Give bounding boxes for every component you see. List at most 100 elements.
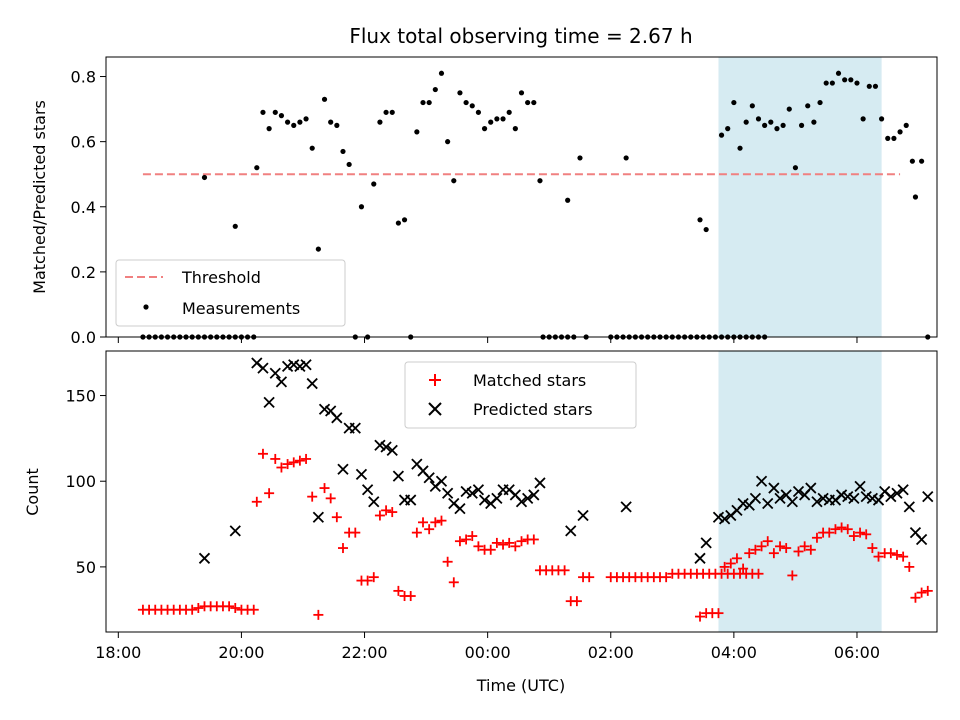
predicted-star-point — [349, 422, 361, 434]
top-y-axis-label: Matched/Predicted stars — [30, 100, 49, 294]
measurement-point — [762, 122, 768, 128]
matched-star-point — [775, 541, 786, 552]
x-tick-label: 04:00 — [711, 643, 757, 662]
bottom-legend: Matched stars Predicted stars — [404, 361, 637, 429]
measurement-point — [768, 119, 774, 125]
matched-star-point — [811, 532, 822, 543]
measurement-point — [872, 83, 879, 89]
measurement-point — [903, 122, 909, 128]
measurement-point — [854, 80, 860, 86]
predicted-star-point — [361, 484, 374, 496]
predicted-star-point — [848, 492, 860, 504]
predicted-star-point — [405, 494, 417, 506]
matched-star-point — [559, 565, 570, 576]
predicted-star-point — [368, 496, 380, 508]
matched-star-point — [331, 512, 342, 523]
measurement-point — [451, 178, 457, 184]
measurement-point — [866, 83, 872, 89]
predicted-star-point — [768, 482, 780, 494]
top-y-ticks: 0.0 0.2 0.4 0.6 0.8 — [71, 68, 106, 347]
measurement-point — [371, 181, 377, 187]
matched-star-point — [762, 536, 773, 547]
matched-star-point — [768, 548, 779, 559]
predicted-star-point — [263, 396, 275, 409]
legend-predicted-swatch — [428, 402, 442, 416]
matched-star-point — [368, 572, 379, 583]
y-tick-label: 150 — [65, 387, 96, 406]
measurement-point — [525, 99, 531, 106]
matched-star-point — [584, 572, 595, 583]
measurement-point — [749, 103, 755, 109]
matched-star-point — [381, 505, 392, 516]
predicted-star-point — [331, 412, 343, 424]
matched-star-point — [418, 517, 429, 528]
measurement-point — [817, 99, 823, 106]
matched-star-point — [922, 585, 933, 596]
predicted-star-point — [472, 484, 485, 496]
predicted-star-point — [762, 497, 774, 510]
measurement-point — [774, 126, 780, 132]
measurement-point — [445, 139, 451, 145]
measurement-point — [919, 158, 925, 164]
measurement-point — [383, 109, 389, 115]
measurement-point — [201, 174, 208, 181]
measurement-point — [623, 155, 629, 161]
matched-star-point — [325, 493, 336, 504]
predicted-star-point — [915, 533, 928, 546]
top-axes-frame — [105, 56, 938, 338]
matched-star-point — [898, 551, 909, 562]
matched-star-point — [713, 608, 724, 619]
matched-star-point — [781, 543, 792, 554]
predicted-star-point — [718, 513, 731, 525]
predicted-star-point — [854, 480, 866, 492]
measurement-point — [475, 109, 482, 115]
measurement-point — [792, 165, 799, 171]
matched-star-point — [251, 496, 262, 507]
predicted-star-point — [269, 367, 281, 379]
measurement-point — [457, 90, 463, 96]
matched-star-point — [861, 529, 872, 540]
matched-star-point — [725, 558, 736, 569]
measurement-point — [531, 99, 537, 106]
matched-star-point — [362, 575, 373, 586]
x-tick-label: 06:00 — [834, 643, 880, 662]
measurement-point — [494, 116, 500, 122]
predicted-star-point — [811, 496, 823, 508]
y-tick-label: 0.6 — [71, 133, 96, 152]
matched-star-point — [282, 459, 293, 470]
legend-measurements-label: Measurements — [182, 299, 300, 318]
matched-star-point — [528, 534, 539, 545]
bottom-matched-points — [137, 448, 933, 622]
predicted-star-point — [534, 477, 546, 489]
measurement-point — [260, 109, 266, 115]
matched-star-point — [744, 548, 755, 559]
matched-star-point — [424, 524, 435, 535]
legend-threshold-label: Threshold — [181, 268, 261, 287]
measurement-point — [488, 119, 494, 125]
matched-star-point — [374, 510, 385, 521]
measurement-point — [891, 135, 897, 141]
matched-star-point — [393, 585, 404, 596]
matched-star-point — [904, 561, 915, 572]
measurement-point — [829, 80, 835, 86]
predicted-star-point — [198, 552, 211, 564]
measurement-point — [577, 155, 583, 161]
x-tick-label: 22:00 — [341, 643, 387, 662]
matched-star-point — [436, 515, 447, 526]
matched-star-point — [307, 491, 318, 502]
measurement-point — [401, 217, 408, 223]
predicted-star-point — [694, 552, 706, 564]
top-legend: Threshold Measurements — [115, 259, 346, 327]
matched-star-point — [337, 543, 348, 554]
measurement-point — [389, 109, 395, 115]
matched-star-point — [824, 527, 835, 538]
measurement-point — [725, 126, 731, 132]
measurement-point — [885, 135, 891, 141]
top-measurement-points — [140, 70, 931, 340]
matched-star-point — [485, 544, 496, 555]
matched-star-point — [193, 603, 204, 614]
matched-star-point — [264, 488, 275, 499]
y-tick-label: 0.2 — [71, 263, 96, 282]
predicted-star-point — [491, 492, 503, 504]
matched-star-point — [516, 536, 527, 547]
